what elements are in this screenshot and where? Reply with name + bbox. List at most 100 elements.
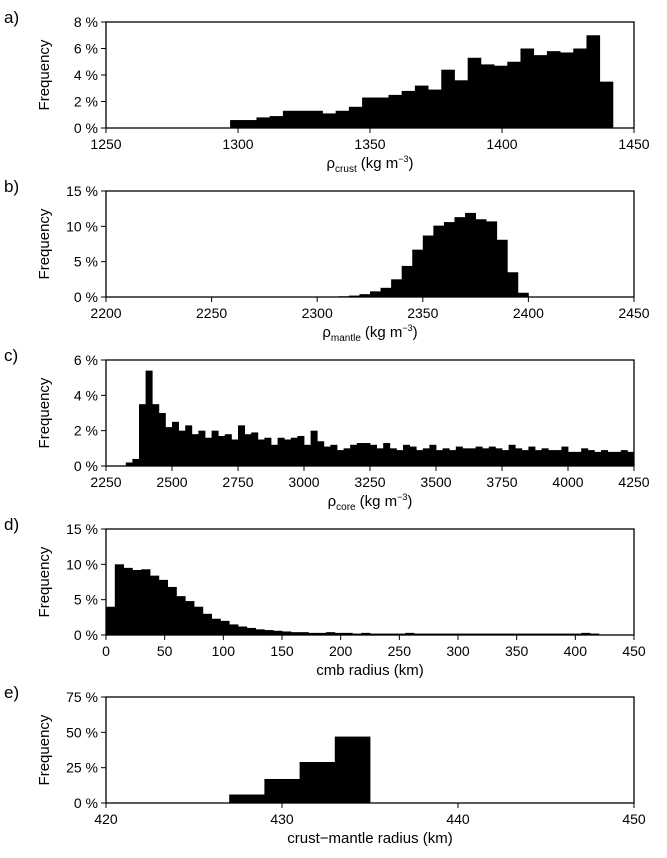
histogram-bar <box>396 450 404 466</box>
y-tick-label: 5 % <box>74 254 98 270</box>
histogram-bar <box>587 450 595 466</box>
histogram-bar <box>176 596 186 635</box>
x-tick-label: 2400 <box>513 305 544 321</box>
histogram-bar <box>290 632 300 635</box>
histogram-bar <box>466 633 476 635</box>
panel-a: 1250 1300 1350 1400 1450 0 % 2 % 4 % 6 % 8 % a) Fre… <box>4 8 650 175</box>
histogram-bar <box>502 633 512 635</box>
histogram-bar <box>403 444 410 466</box>
histogram-bar <box>441 69 455 128</box>
histogram-bar <box>475 446 483 466</box>
plot-frame <box>105 696 635 804</box>
histogram-bar <box>537 633 547 635</box>
histogram-bar <box>361 632 371 635</box>
histogram-bar <box>139 404 146 466</box>
histogram-bar <box>581 448 589 466</box>
histogram-bar <box>383 443 391 466</box>
y-tick-label: 0 % <box>74 289 98 305</box>
histogram-bar <box>388 94 403 129</box>
x-axis-label: ρcrust (kg m−3) <box>327 154 414 175</box>
histogram-bar <box>387 633 397 635</box>
histogram-bar <box>422 633 432 635</box>
histogram-bar <box>581 632 591 635</box>
histogram-bar <box>428 89 442 128</box>
panel-c: 2250 2500 2750 3000 3250 3500 3750 4000 4250 0 % 2… <box>4 346 650 513</box>
histogram-bar <box>510 633 520 635</box>
x-tick-label: 2250 <box>196 305 227 321</box>
x-tick-label: 3250 <box>354 474 385 490</box>
histogram-bar <box>462 448 470 466</box>
histogram-bar <box>255 629 265 635</box>
histogram-bar <box>211 430 219 466</box>
x-axis-label-superscript: −3 <box>398 154 408 164</box>
histogram-bar <box>396 633 406 635</box>
y-axis-label: Frequency <box>36 39 53 110</box>
x-tick-label: 0 <box>102 643 110 659</box>
histogram-bar <box>299 762 336 803</box>
histogram-bar <box>194 606 204 635</box>
histogram-bar <box>431 633 441 635</box>
x-axis-label-subscript: crust <box>335 164 357 175</box>
histogram-bar <box>389 448 397 466</box>
y-tick-label: 15 % <box>66 183 98 199</box>
histogram-bar <box>132 458 140 466</box>
histogram-bar <box>601 450 608 466</box>
histogram-bar <box>271 444 278 466</box>
x-axis-label: ρcore (kg m−3) <box>328 492 413 513</box>
x-tick-label: 3000 <box>288 474 319 490</box>
histogram-bar <box>178 430 186 466</box>
histogram-bar <box>422 235 434 297</box>
histogram-bar <box>343 632 353 635</box>
histogram-bar <box>191 434 199 466</box>
histogram-bar <box>335 110 350 128</box>
histogram-bar <box>521 450 529 466</box>
histogram-bar <box>433 225 445 297</box>
histogram-bar <box>264 630 274 635</box>
histogram-bar <box>391 279 403 297</box>
y-tick-label: 15 % <box>66 521 98 537</box>
panel-e: 420 430 440 450 0 % 25 % 50 % 75 % e) Frequency cr… <box>4 683 646 847</box>
histogram-bar <box>158 413 166 466</box>
panel-letter: e) <box>4 683 19 702</box>
x-tick-label: 2450 <box>618 305 649 321</box>
histogram-bar <box>296 110 310 128</box>
histogram-bar <box>414 85 429 128</box>
histogram-bar <box>458 633 468 635</box>
histogram-bar <box>484 633 494 635</box>
histogram-bar <box>363 443 371 466</box>
y-tick-label: 50 % <box>66 724 98 740</box>
histogram-bar <box>229 624 239 635</box>
histogram-bar <box>246 627 256 635</box>
y-tick-label: 8 % <box>74 14 98 30</box>
histogram-bar <box>317 632 327 635</box>
x-tick-label: 3750 <box>486 474 517 490</box>
histogram-bar <box>440 633 450 635</box>
x-axis-label-unit: (kg m <box>365 324 403 341</box>
histogram-bar <box>599 81 614 129</box>
x-tick-label: 4000 <box>552 474 583 490</box>
histogram-bar <box>269 116 284 128</box>
histogram-bar <box>378 633 388 635</box>
histogram-bar <box>561 446 569 466</box>
y-tick-label: 5 % <box>74 592 98 608</box>
y-tick-label: 0 % <box>74 795 98 811</box>
x-tick-label: 250 <box>388 643 412 659</box>
histogram-bar <box>586 35 601 128</box>
histogram-bar <box>337 450 344 466</box>
histogram-bar <box>256 117 271 128</box>
histogram-bar <box>607 451 615 466</box>
histogram-bar <box>380 287 392 297</box>
panel-d: 0 50 100 150 200 250 300 350 400 450 0 % 5 % 10 % 15 … <box>4 515 646 679</box>
y-tick-label: 25 % <box>66 760 98 776</box>
x-tick-label: 400 <box>564 643 588 659</box>
histogram-bar <box>352 633 362 635</box>
histogram-bar <box>167 586 177 635</box>
histogram-bar <box>362 97 376 128</box>
histogram-bar <box>572 633 582 635</box>
histogram-bar <box>231 439 239 466</box>
histogram-bar <box>218 435 226 466</box>
histogram-bar <box>359 294 371 297</box>
histogram-bar <box>554 450 562 466</box>
histogram-bar <box>172 421 179 466</box>
